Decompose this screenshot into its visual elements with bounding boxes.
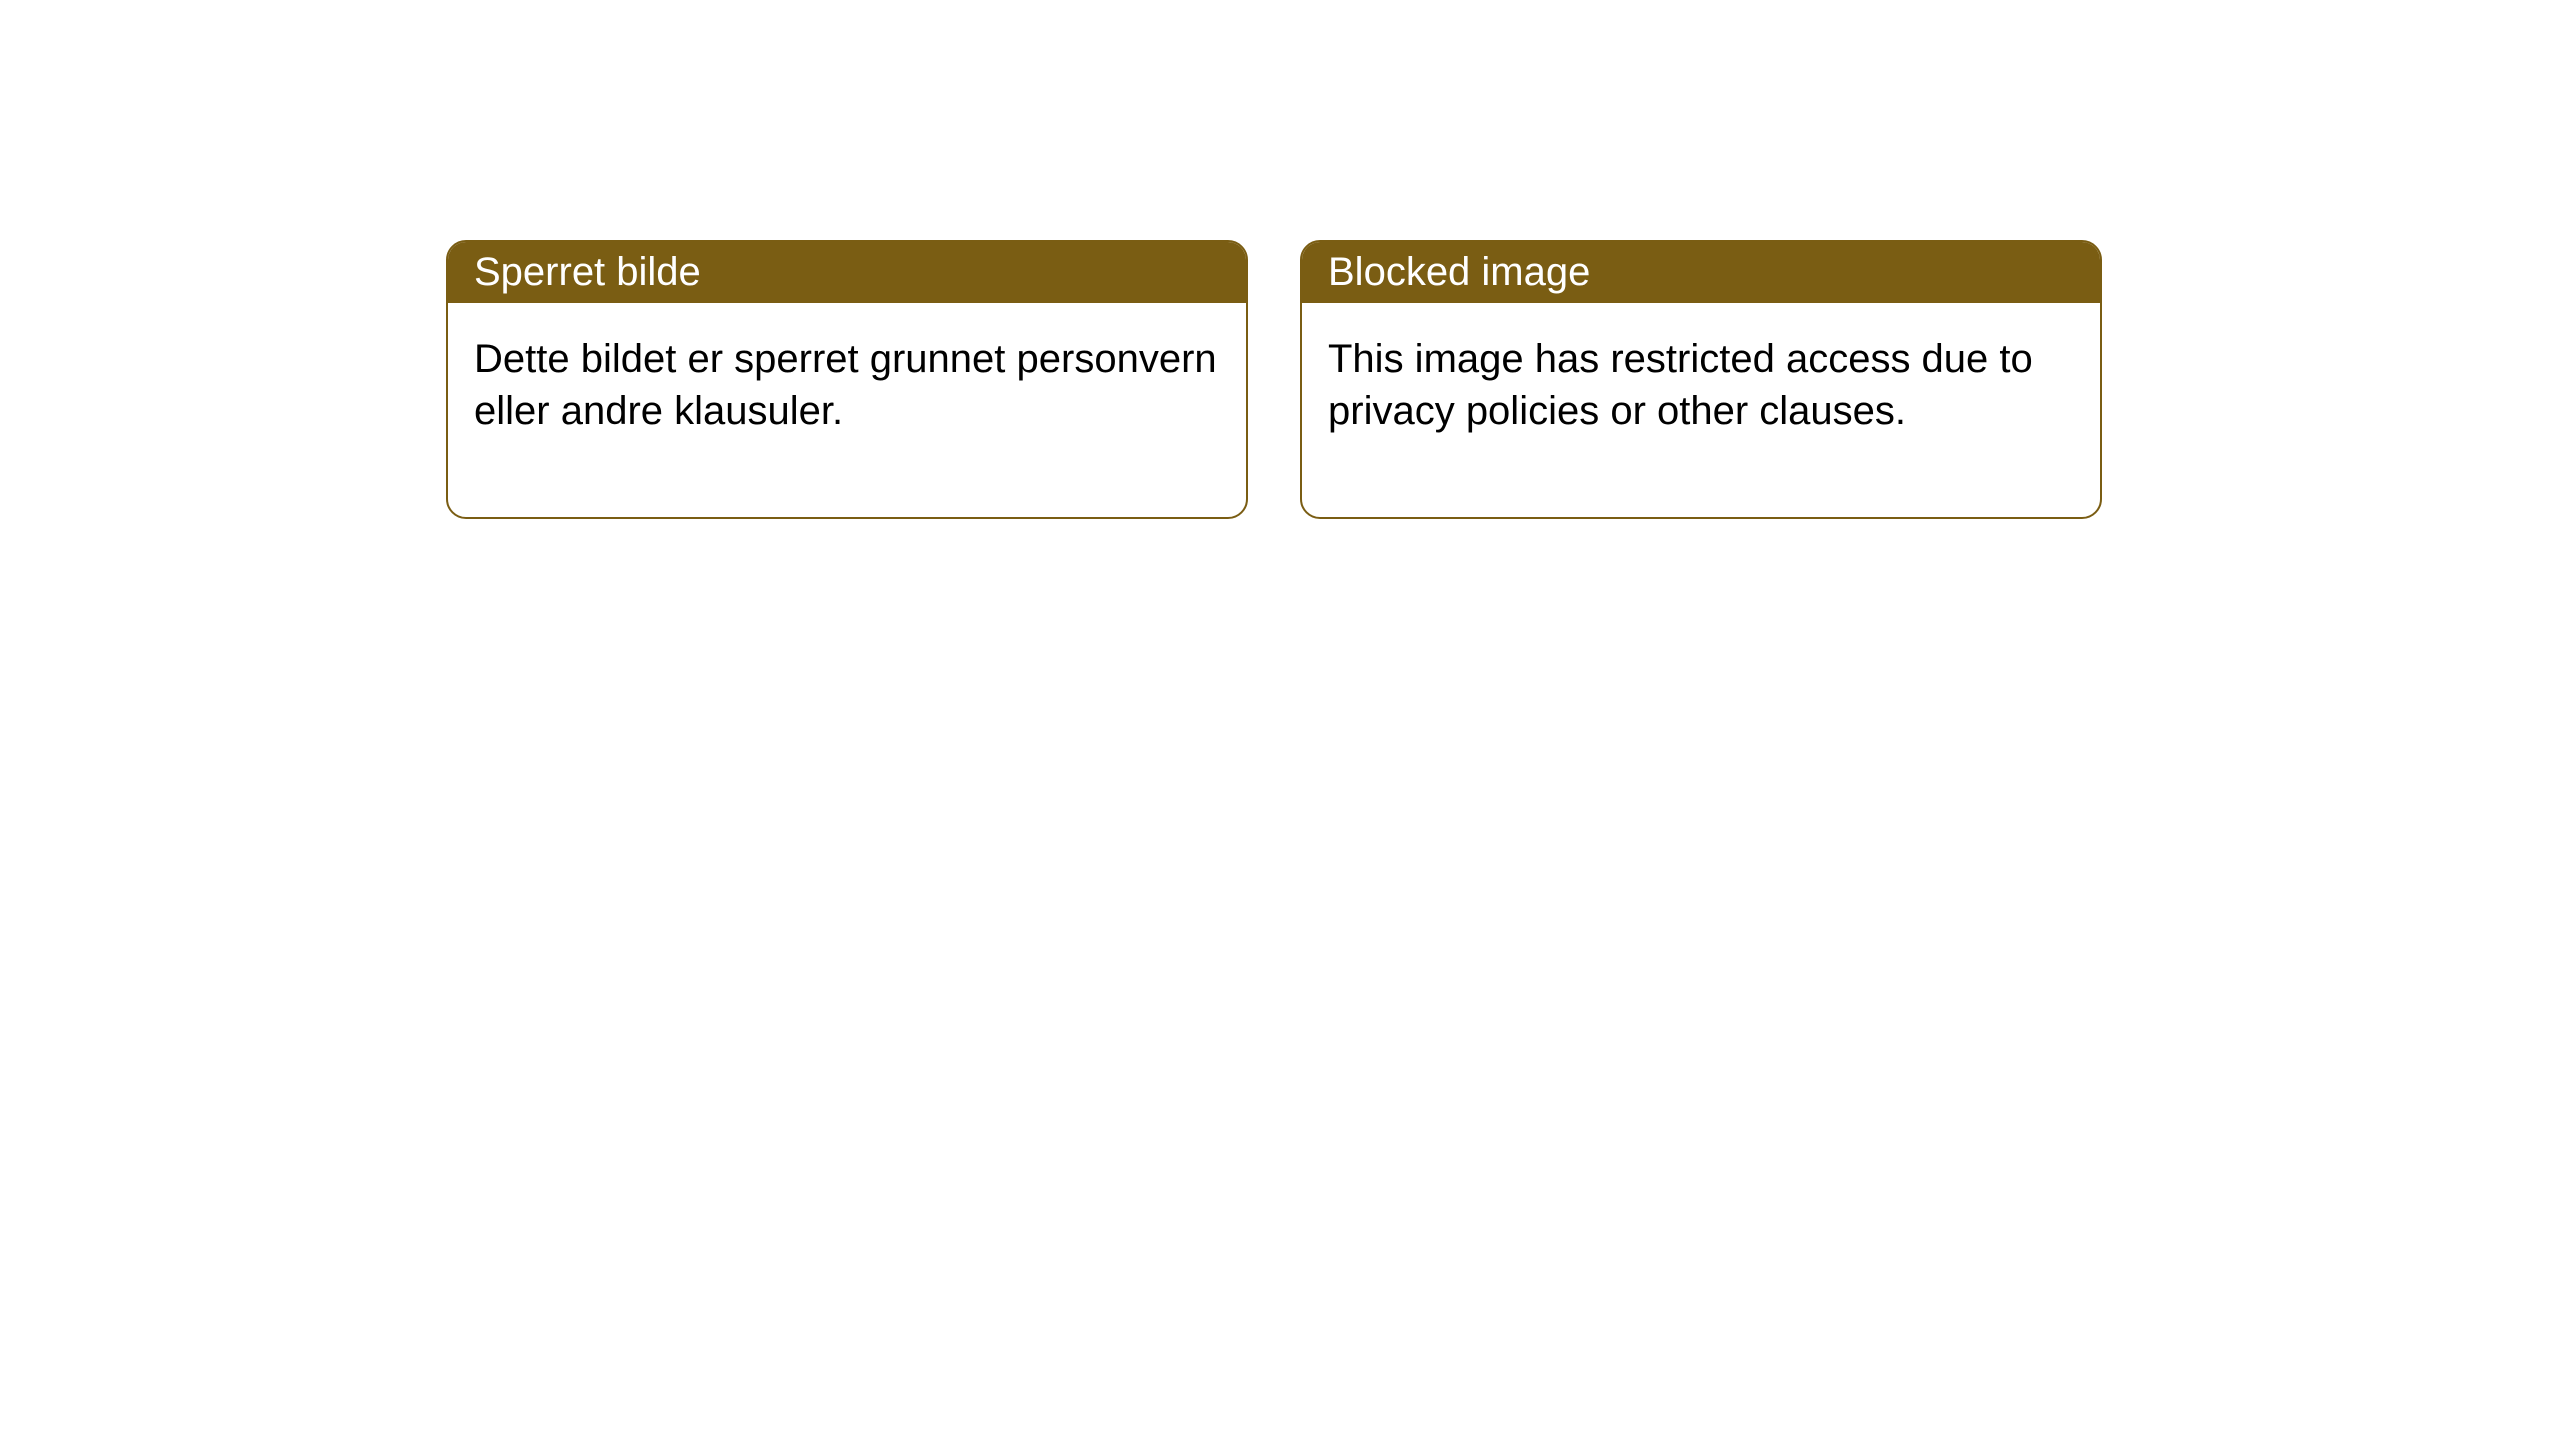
- card-header: Sperret bilde: [448, 242, 1246, 303]
- card-message: Dette bildet er sperret grunnet personve…: [474, 337, 1217, 433]
- card-container: Sperret bilde Dette bildet er sperret gr…: [446, 240, 2102, 519]
- card-title: Blocked image: [1328, 250, 1590, 294]
- card-title: Sperret bilde: [474, 250, 701, 294]
- card-body: This image has restricted access due to …: [1302, 303, 2100, 517]
- card-header: Blocked image: [1302, 242, 2100, 303]
- card-body: Dette bildet er sperret grunnet personve…: [448, 303, 1246, 517]
- card-message: This image has restricted access due to …: [1328, 337, 2033, 433]
- blocked-image-card-english: Blocked image This image has restricted …: [1300, 240, 2102, 519]
- blocked-image-card-norwegian: Sperret bilde Dette bildet er sperret gr…: [446, 240, 1248, 519]
